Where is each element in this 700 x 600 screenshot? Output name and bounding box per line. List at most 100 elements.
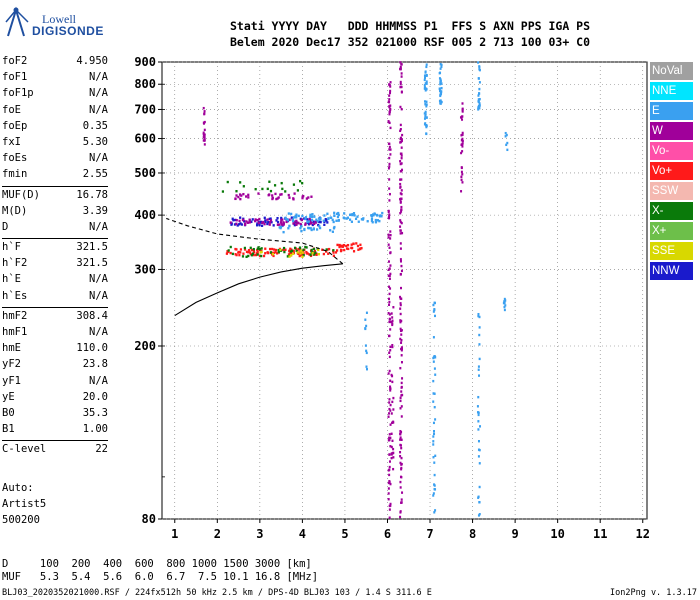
echo-point <box>432 303 435 307</box>
echo-point <box>329 229 332 232</box>
echo-point <box>400 329 403 332</box>
echo-point <box>322 219 325 222</box>
echo-point <box>247 196 250 199</box>
param-name: yF2 <box>2 358 21 371</box>
echo-point <box>291 219 295 223</box>
legend-item-nnw: NNW <box>650 262 693 280</box>
echo-point <box>306 220 309 224</box>
param-row: hmF1 N/A <box>2 326 108 342</box>
echo-point <box>390 320 393 324</box>
echo-point <box>391 345 394 349</box>
echo-point <box>387 260 390 263</box>
echo-point <box>399 136 402 140</box>
echo-point <box>399 399 402 403</box>
echo-point <box>269 251 272 254</box>
x-tick-label: 12 <box>636 527 650 541</box>
echo-point <box>478 512 481 516</box>
echo-point <box>221 190 225 193</box>
echo-point <box>388 113 391 116</box>
param-row: h`F 321.5 <box>2 241 108 257</box>
echo-point <box>260 247 263 250</box>
echo-point <box>304 217 307 221</box>
param-value: 22 <box>95 443 108 456</box>
echo-point <box>387 492 390 495</box>
echo-point <box>399 429 402 433</box>
echo-point <box>230 222 233 225</box>
echo-point <box>243 220 246 223</box>
echo-point <box>387 372 390 375</box>
echo-point <box>293 223 296 227</box>
echo-point <box>370 214 373 217</box>
echo-point <box>342 216 345 219</box>
echo-point <box>309 215 312 218</box>
echo-point <box>388 156 391 160</box>
echo-point <box>286 218 290 222</box>
echo-point <box>288 224 291 228</box>
param-value: 110.0 <box>76 342 108 355</box>
legend-item-voplus: Vo+ <box>650 162 693 180</box>
echo-point <box>281 218 284 221</box>
echo-point <box>461 145 464 148</box>
echo-point <box>303 227 306 231</box>
echo-point <box>478 462 481 465</box>
param-value: N/A <box>89 87 108 100</box>
echo-point <box>246 221 249 224</box>
echo-point <box>400 210 403 213</box>
echo-point <box>312 247 316 251</box>
echo-point <box>477 365 480 368</box>
param-row: B0 35.3 <box>2 407 108 423</box>
echo-point <box>390 412 393 415</box>
echo-point <box>329 216 332 219</box>
echo-point <box>295 213 298 216</box>
echo-point <box>356 215 359 218</box>
echo-point <box>392 447 395 451</box>
echo-point <box>424 89 427 92</box>
profile-solid-line <box>174 263 343 317</box>
echo-point <box>350 220 354 223</box>
echo-point <box>296 251 299 254</box>
echo-point <box>399 198 402 201</box>
echo-point <box>399 433 402 436</box>
echo-point <box>374 218 377 222</box>
echo-point <box>399 85 402 89</box>
echo-point <box>339 248 343 252</box>
echo-point <box>263 222 266 226</box>
echo-point <box>300 249 303 252</box>
echo-point <box>434 356 437 359</box>
echo-point <box>231 252 234 256</box>
echo-point <box>258 217 261 221</box>
echo-point <box>461 173 464 176</box>
param-row: C-level 22 <box>2 443 108 459</box>
echo-point <box>203 128 206 132</box>
echo-point <box>325 219 328 222</box>
echo-point <box>202 131 205 134</box>
echo-point <box>359 243 362 247</box>
echo-point <box>389 423 392 426</box>
echo-point <box>356 244 360 248</box>
echo-point <box>227 249 230 252</box>
echo-point <box>256 218 259 222</box>
y-tick-label: 200 <box>134 339 156 353</box>
echo-point <box>317 248 320 252</box>
echo-point <box>293 246 297 250</box>
echo-point <box>391 439 394 443</box>
echo-point <box>226 250 229 253</box>
echo-point <box>350 243 353 246</box>
echo-point <box>292 183 296 186</box>
echo-point <box>400 91 403 94</box>
echo-point <box>392 456 395 459</box>
echo-point <box>365 349 368 353</box>
echo-point <box>343 212 346 215</box>
param-name: M(D) <box>2 204 28 217</box>
echo-point <box>333 214 336 218</box>
echo-point <box>391 400 394 404</box>
echo-point <box>389 264 392 267</box>
echo-point <box>424 82 427 85</box>
echo-point <box>238 193 242 196</box>
echo-point <box>272 251 276 255</box>
echo-point <box>400 85 403 89</box>
echo-point <box>388 433 391 436</box>
echo-point <box>365 368 368 371</box>
echo-point <box>305 197 308 200</box>
echo-point <box>279 226 282 230</box>
